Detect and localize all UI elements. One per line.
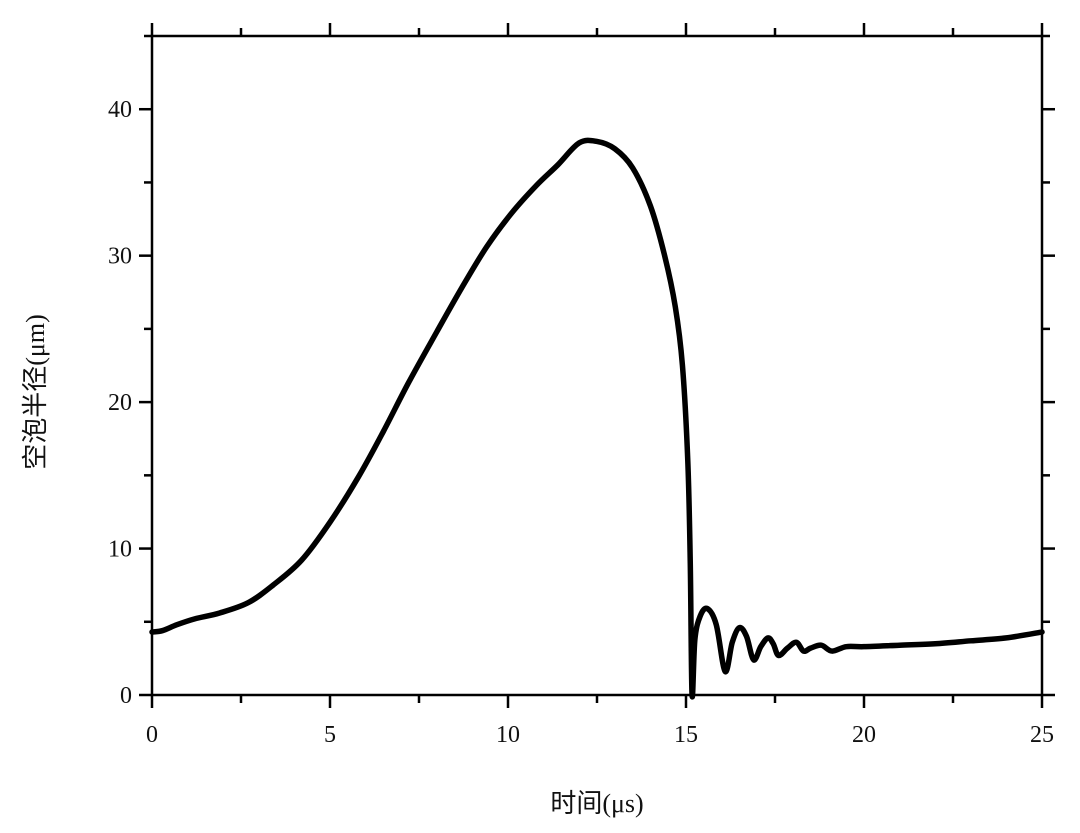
x-tick-label: 5 (324, 722, 336, 748)
x-tick-label: 15 (674, 722, 698, 748)
x-tick-label: 10 (496, 722, 520, 748)
plot-border (150, 34, 1044, 697)
y-tick-label: 40 (108, 97, 132, 123)
x-axis-title: 时间(μs) (550, 789, 643, 818)
plot-frame (150, 34, 1044, 697)
y-tick-label: 0 (120, 683, 132, 709)
x-tick-labels: 0 5 10 15 20 25 (146, 722, 1054, 748)
x-tick-label: 20 (852, 722, 876, 748)
y-tick-label: 10 (108, 537, 132, 563)
x-tick-label: 0 (146, 722, 158, 748)
x-tick-label: 25 (1030, 722, 1054, 748)
y-tick-label: 30 (108, 244, 132, 270)
series-line-bubble-radius (149, 137, 1045, 700)
y-axis-title: 空泡半径(μm) (21, 314, 50, 469)
y-tick-labels: 0 10 20 30 40 (108, 97, 132, 709)
axis-ticks (139, 23, 1055, 708)
y-tick-label: 20 (108, 390, 132, 416)
